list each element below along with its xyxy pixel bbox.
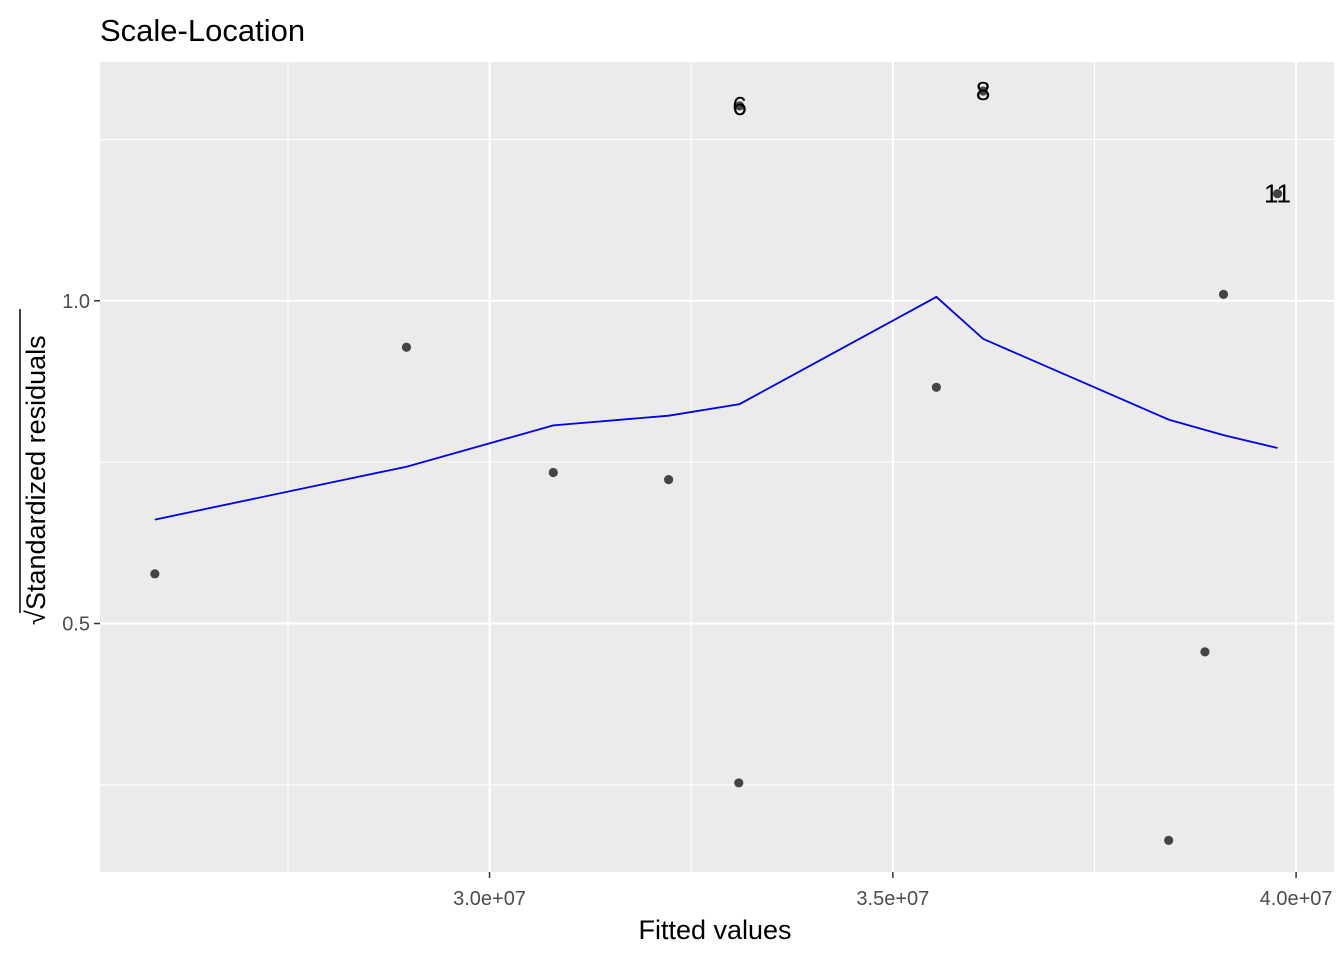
grid-minor [100, 62, 1334, 872]
x-tick-label: 4.0e+07 [1260, 888, 1333, 910]
data-point [150, 569, 160, 579]
data-point [401, 342, 412, 352]
x-axis: 3.0e+07 3.5e+07 4.0e+07 [453, 872, 1333, 910]
data-point [931, 382, 941, 392]
data-point [1272, 189, 1283, 199]
grid-major [100, 62, 1334, 872]
data-point [1200, 647, 1210, 657]
data-point [978, 86, 988, 96]
points-layer [150, 86, 1283, 845]
x-axis-title: Fitted values [638, 915, 791, 945]
y-tick-label: 0.5 [62, 614, 90, 636]
data-point [548, 467, 558, 478]
y-axis: 0.5 1.0 [62, 291, 100, 636]
x-tick-label: 3.0e+07 [453, 888, 526, 910]
data-point [664, 474, 674, 485]
data-point [1164, 835, 1174, 845]
smooth-layer [154, 295, 1278, 521]
point-label: 11 [1264, 179, 1291, 209]
point-labels: 6 8 11 [732, 76, 1291, 209]
data-point [1218, 289, 1229, 299]
y-axis-radical: √ [21, 610, 51, 625]
smooth-line [154, 295, 1278, 521]
y-axis-title-group: √ Standardized residuals [21, 335, 51, 625]
y-axis-title: Standardized residuals [21, 335, 51, 610]
point-label: 6 [732, 91, 746, 121]
data-point [734, 101, 745, 111]
x-tick-label: 3.5e+07 [856, 888, 929, 910]
chart-title: Scale-Location [100, 13, 305, 48]
y-tick-label: 1.0 [62, 291, 90, 313]
point-label: 8 [976, 76, 990, 106]
data-point [734, 778, 744, 788]
plot-panel [100, 62, 1334, 872]
